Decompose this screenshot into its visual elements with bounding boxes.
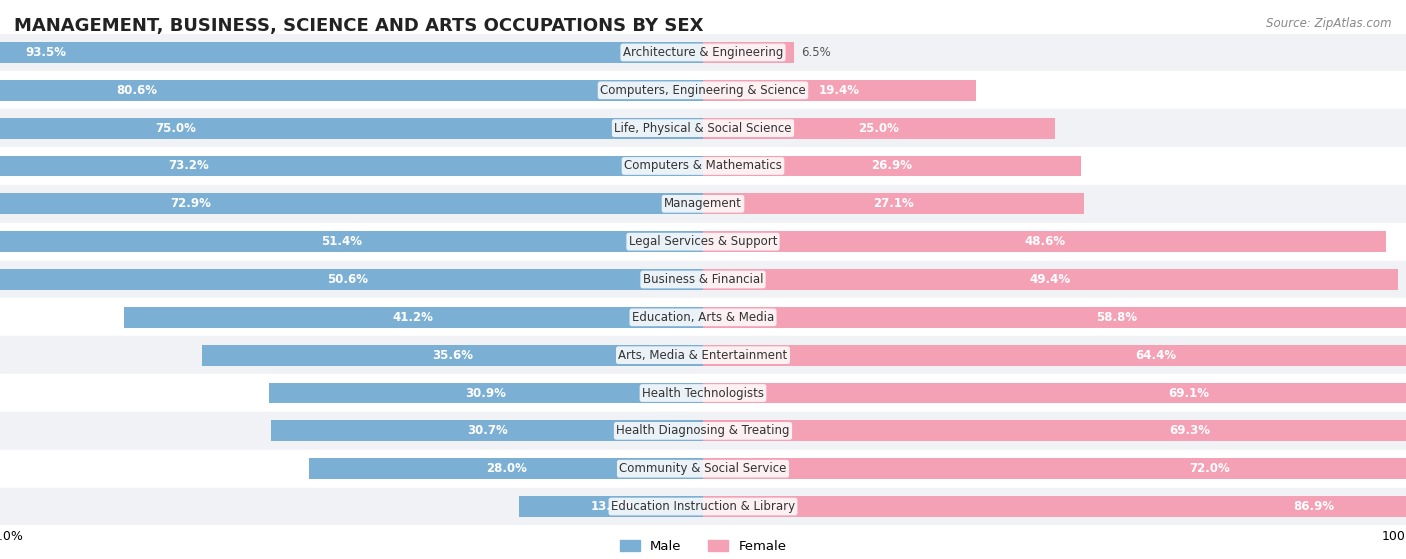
Bar <box>703 382 1406 404</box>
Bar <box>703 345 1406 366</box>
Text: 30.7%: 30.7% <box>467 424 508 437</box>
Text: 51.4%: 51.4% <box>321 235 363 248</box>
Text: 72.9%: 72.9% <box>170 197 211 210</box>
Text: Education, Arts & Media: Education, Arts & Media <box>631 311 775 324</box>
Text: 69.3%: 69.3% <box>1170 424 1211 437</box>
Text: 69.1%: 69.1% <box>1168 386 1209 400</box>
Bar <box>0 269 703 290</box>
Bar <box>0 147 1406 185</box>
Text: Computers, Engineering & Science: Computers, Engineering & Science <box>600 84 806 97</box>
Bar <box>0 185 1406 222</box>
Text: 73.2%: 73.2% <box>169 159 208 173</box>
Text: 41.2%: 41.2% <box>392 311 434 324</box>
Bar <box>0 193 703 214</box>
Bar <box>0 299 1406 337</box>
Bar <box>309 458 703 479</box>
Bar <box>703 496 1406 517</box>
Bar <box>0 34 1406 72</box>
Text: 27.1%: 27.1% <box>873 197 914 210</box>
Bar <box>0 118 703 139</box>
Bar <box>271 420 703 441</box>
Text: Arts, Media & Entertainment: Arts, Media & Entertainment <box>619 349 787 362</box>
Bar <box>0 412 1406 450</box>
Text: Management: Management <box>664 197 742 210</box>
Bar <box>0 155 703 177</box>
Bar <box>202 345 703 366</box>
Text: 72.0%: 72.0% <box>1189 462 1229 475</box>
Bar <box>703 458 1406 479</box>
Text: Education Instruction & Library: Education Instruction & Library <box>612 500 794 513</box>
Text: Business & Financial: Business & Financial <box>643 273 763 286</box>
Text: 50.6%: 50.6% <box>326 273 368 286</box>
Bar <box>703 420 1406 441</box>
Text: 80.6%: 80.6% <box>115 84 157 97</box>
Bar <box>519 496 703 517</box>
Text: Architecture & Engineering: Architecture & Engineering <box>623 46 783 59</box>
Text: Health Diagnosing & Treating: Health Diagnosing & Treating <box>616 424 790 437</box>
Text: 28.0%: 28.0% <box>485 462 527 475</box>
Bar <box>703 193 1084 214</box>
Bar <box>703 155 1081 177</box>
Legend: Male, Female: Male, Female <box>614 534 792 558</box>
Text: Legal Services & Support: Legal Services & Support <box>628 235 778 248</box>
Text: 6.5%: 6.5% <box>801 46 831 59</box>
Bar <box>703 42 794 63</box>
Bar <box>269 382 703 404</box>
Text: 86.9%: 86.9% <box>1294 500 1334 513</box>
Text: MANAGEMENT, BUSINESS, SCIENCE AND ARTS OCCUPATIONS BY SEX: MANAGEMENT, BUSINESS, SCIENCE AND ARTS O… <box>14 17 703 35</box>
Text: Health Technologists: Health Technologists <box>643 386 763 400</box>
Bar <box>0 487 1406 525</box>
Bar <box>0 231 703 252</box>
Bar <box>703 269 1398 290</box>
Text: Source: ZipAtlas.com: Source: ZipAtlas.com <box>1267 17 1392 30</box>
Bar <box>0 260 1406 299</box>
Text: 35.6%: 35.6% <box>432 349 474 362</box>
Bar <box>703 80 976 101</box>
Bar <box>0 42 703 63</box>
Bar <box>0 222 1406 260</box>
Text: 30.9%: 30.9% <box>465 386 506 400</box>
Text: Life, Physical & Social Science: Life, Physical & Social Science <box>614 122 792 135</box>
Text: 75.0%: 75.0% <box>155 122 197 135</box>
Bar <box>0 72 1406 109</box>
Bar <box>0 337 1406 374</box>
Text: 19.4%: 19.4% <box>818 84 860 97</box>
Bar <box>703 307 1406 328</box>
Bar <box>703 118 1054 139</box>
Bar <box>0 450 1406 487</box>
Bar <box>703 231 1386 252</box>
Text: Community & Social Service: Community & Social Service <box>619 462 787 475</box>
Text: 25.0%: 25.0% <box>858 122 900 135</box>
Text: 58.8%: 58.8% <box>1095 311 1137 324</box>
Text: 93.5%: 93.5% <box>25 46 66 59</box>
Text: 49.4%: 49.4% <box>1029 273 1071 286</box>
Bar <box>124 307 703 328</box>
Text: 26.9%: 26.9% <box>872 159 912 173</box>
Text: 13.1%: 13.1% <box>591 500 631 513</box>
Bar <box>0 109 1406 147</box>
Bar <box>0 80 703 101</box>
Bar <box>0 374 1406 412</box>
Text: 64.4%: 64.4% <box>1135 349 1177 362</box>
Text: Computers & Mathematics: Computers & Mathematics <box>624 159 782 173</box>
Text: 48.6%: 48.6% <box>1024 235 1066 248</box>
